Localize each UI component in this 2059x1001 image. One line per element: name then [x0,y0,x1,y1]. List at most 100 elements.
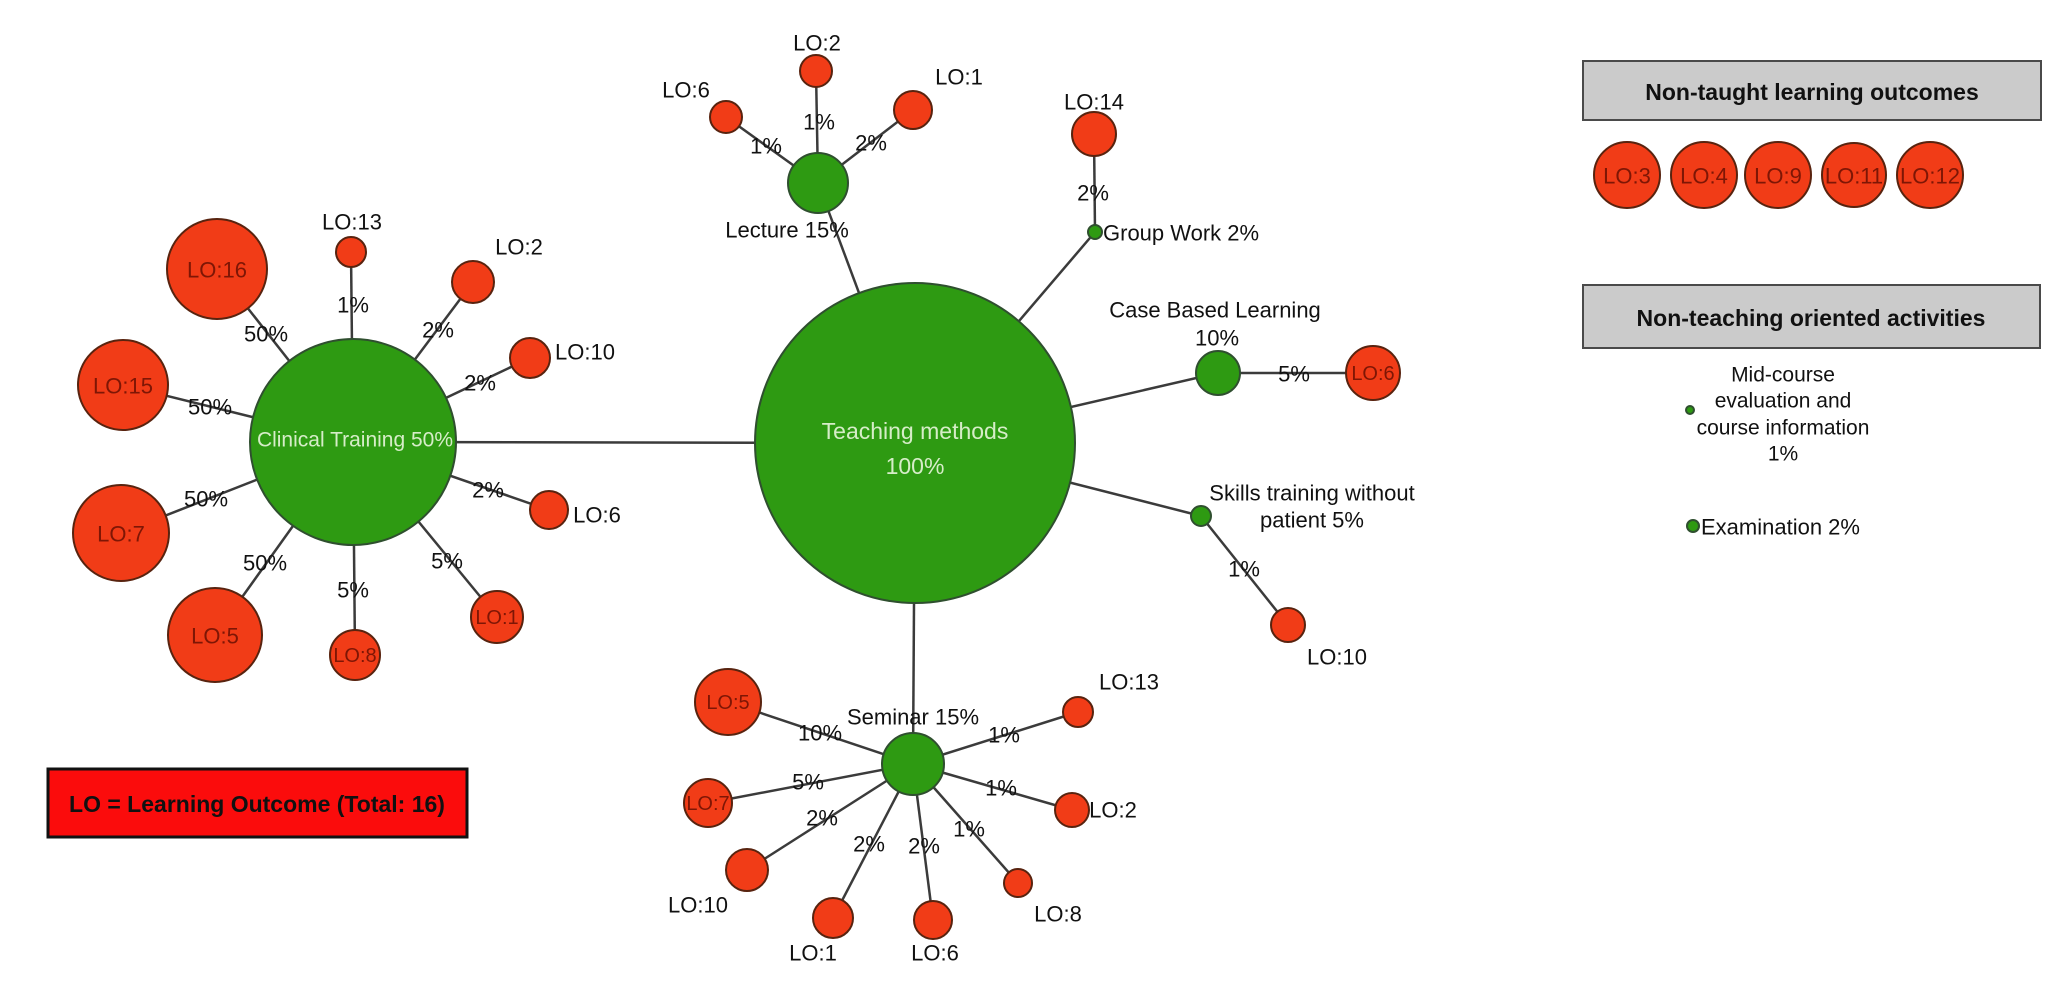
seminar-lo2-label: LO:2 [1089,798,1137,823]
mid-course-line1: Mid-course [1731,364,1835,387]
skills-label-line1: Skills training without [1209,481,1414,506]
teaching-methods-label-line1: Teaching methods [822,418,1009,444]
clinical-lo1-label: LO:1 [475,607,518,629]
node-clinical-lo16 [166,218,268,320]
node-clinical-lo13 [335,236,367,268]
case-based-satellite-labels: LO:6 5% [1278,362,1395,387]
node-lecture-lo1 [893,90,933,130]
node-group-work-lo14 [1071,111,1117,157]
edge-skills-lo10 [1200,515,1289,626]
node-seminar [881,732,945,796]
clinical-satellite-labels: LO:16 LO:13 LO:2 LO:10 LO:15 LO:7 LO:5 L… [93,210,621,668]
edge-seminar-lo10 [746,762,914,872]
legend-non-taught-title: Non-taught learning outcomes [1645,79,1979,105]
node-lecture [787,152,849,214]
clinical-edge-percentages: 50% 1% 2% 2% 50% 50% 50% 5% 5% 2% [184,293,504,603]
lecture-lo2-label: LO:2 [793,31,841,56]
clinical-lo2-pct: 2% [422,318,454,343]
legend-lo11-label: LO:11 [1825,164,1883,189]
node-skills-lo10 [1270,607,1306,643]
lecture-lo2-pct: 1% [803,110,835,135]
group-work-satellite-labels: LO:14 2% [1064,90,1124,206]
seminar-lo2-pct: 1% [985,776,1017,801]
seminar-lo10-pct: 2% [806,806,838,831]
node-clinical-lo7 [72,484,170,582]
node-legend-lo4 [1670,141,1738,209]
node-group-work [1087,224,1103,240]
legend-non-teaching: Non-teaching oriented activities Mid-cou… [1582,284,2041,540]
node-labels: Teaching methods 100% Clinical Training … [257,218,1415,730]
lecture-label: Lecture 15% [725,218,849,243]
node-seminar-lo5 [694,668,762,736]
case-based-lo6-pct: 5% [1278,362,1310,387]
key-box-group: LO = Learning Outcome (Total: 16) [46,767,469,839]
clinical-lo10-pct: 2% [464,371,496,396]
node-case-based-lo6 [1345,345,1401,401]
lecture-lo1-label: LO:1 [935,65,983,90]
seminar-lo6-pct: 2% [908,834,940,859]
seminar-edge-percentages: 10% 5% 2% 2% 2% 1% 1% 1% [792,721,1020,859]
node-clinical-lo10 [509,337,551,379]
skills-lo10-label: LO:10 [1307,645,1367,670]
legend-lo3-label: LO:3 [1603,164,1651,189]
edge-seminar-lo7 [707,762,914,805]
skills-label-line2: patient 5% [1260,508,1364,533]
seminar-lo5-pct: 10% [798,721,842,746]
teaching-methods-label-line2: 100% [886,453,945,479]
seminar-lo8-label: LO:8 [1034,902,1082,927]
skills-satellite-labels: LO:10 1% [1228,557,1367,670]
clinical-lo10-label: LO:10 [555,340,615,365]
node-seminar-lo2 [1054,792,1090,828]
seminar-lo7-pct: 5% [792,770,824,795]
case-based-label-line2: 10% [1195,326,1239,351]
clinical-lo2-label: LO:2 [495,235,543,260]
clinical-lo6-pct: 2% [472,478,504,503]
seminar-lo7-label: LO:7 [686,793,729,815]
group-work-lo14-pct: 2% [1077,181,1109,206]
case-based-lo6-label: LO:6 [1351,363,1394,385]
lecture-lo1-pct: 2% [855,131,887,156]
seminar-lo1-pct: 2% [853,832,885,857]
nodes [72,54,1401,940]
legend-lo4-label: LO:4 [1680,164,1728,189]
node-case-based-learning [1195,350,1241,396]
key-box [46,767,469,839]
key-box-label: LO = Learning Outcome (Total: 16) [69,791,445,817]
clinical-lo8-pct: 5% [337,578,369,603]
node-clinical-training [249,338,457,546]
skills-lo10-pct: 1% [1228,557,1260,582]
node-legend-lo11 [1821,142,1887,208]
node-seminar-lo1 [812,897,854,939]
clinical-lo13-label: LO:13 [322,210,382,235]
node-legend-lo12 [1896,141,1964,209]
seminar-lo1-label: LO:1 [789,941,837,966]
lecture-satellite-labels: LO:6 LO:2 LO:1 1% 1% 2% [662,31,983,159]
case-based-label-line1: Case Based Learning [1109,298,1321,323]
clinical-lo1-pct: 5% [431,549,463,574]
seminar-lo13-label: LO:13 [1099,670,1159,695]
node-legend-lo3 [1593,141,1661,209]
clinical-lo7-label: LO:7 [97,522,145,547]
node-clinical-lo5 [167,587,263,683]
node-legend-lo9 [1744,141,1812,209]
clinical-lo16-pct: 50% [244,322,288,347]
group-work-lo14-label: LO:14 [1064,90,1124,115]
clinical-lo15-label: LO:15 [93,374,153,399]
seminar-lo10-label: LO:10 [668,893,728,918]
lecture-lo6-label: LO:6 [662,78,710,103]
legend-non-taught: Non-taught learning outcomes LO:3 LO:4 L… [1582,60,2042,209]
node-seminar-lo6 [913,900,953,940]
node-clinical-lo6 [529,490,569,530]
clinical-lo8-label: LO:8 [333,645,376,667]
clinical-lo15-pct: 50% [188,395,232,420]
node-lecture-lo2 [799,54,833,88]
mid-course-line4: 1% [1768,443,1798,466]
node-seminar-lo7 [683,778,733,828]
legend-non-teaching-box [1582,284,2041,349]
legend-lo12-label: LO:12 [1900,164,1960,189]
node-teaching-methods [754,282,1076,604]
clinical-lo16-label: LO:16 [187,258,247,283]
legend-lo9-label: LO:9 [1754,164,1802,189]
